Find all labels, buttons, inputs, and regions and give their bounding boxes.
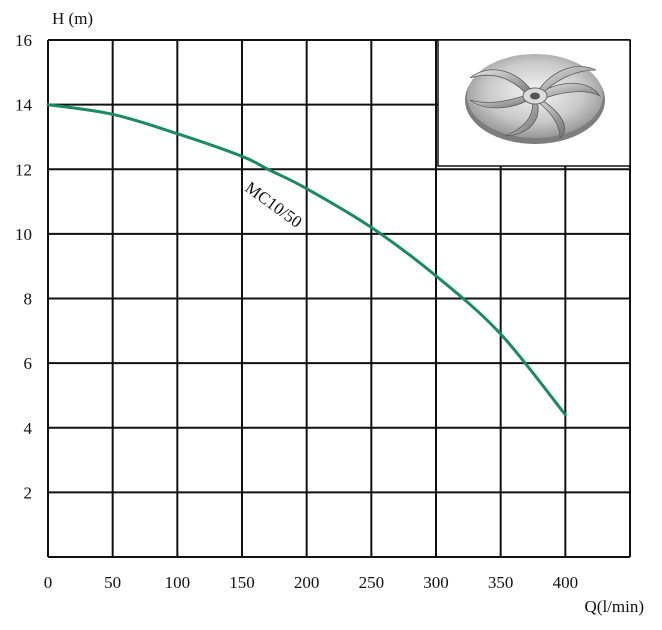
x-tick-label: 250 [359,573,385,592]
x-tick-label: 300 [423,573,449,592]
series-layer [46,103,567,417]
y-tick-label: 10 [15,225,32,244]
x-tick-label: 50 [104,573,121,592]
x-tick-label: 0 [44,573,53,592]
series-line [46,103,567,417]
y-axis-ticks: 2 4 6 8 10 12 14 16 [15,31,33,502]
y-tick-label: 6 [24,354,33,373]
x-tick-label: 150 [229,573,255,592]
x-axis-title: Q(l/min) [585,597,645,616]
series-label: MC10/50 [242,178,306,232]
y-tick-label: 4 [24,419,33,438]
x-tick-label: 350 [488,573,514,592]
y-tick-label: 14 [15,96,33,115]
y-tick-label: 2 [24,483,33,502]
x-tick-label: 400 [553,573,579,592]
y-tick-label: 16 [15,31,32,50]
x-tick-label: 100 [165,573,191,592]
y-tick-label: 12 [15,160,32,179]
x-tick-label: 200 [294,573,320,592]
x-axis-ticks: 0 50 100 150 200 250 300 350 400 [44,573,578,592]
y-axis-title: H (m) [52,9,93,28]
impeller-photo [437,39,631,167]
y-tick-label: 8 [24,290,33,309]
